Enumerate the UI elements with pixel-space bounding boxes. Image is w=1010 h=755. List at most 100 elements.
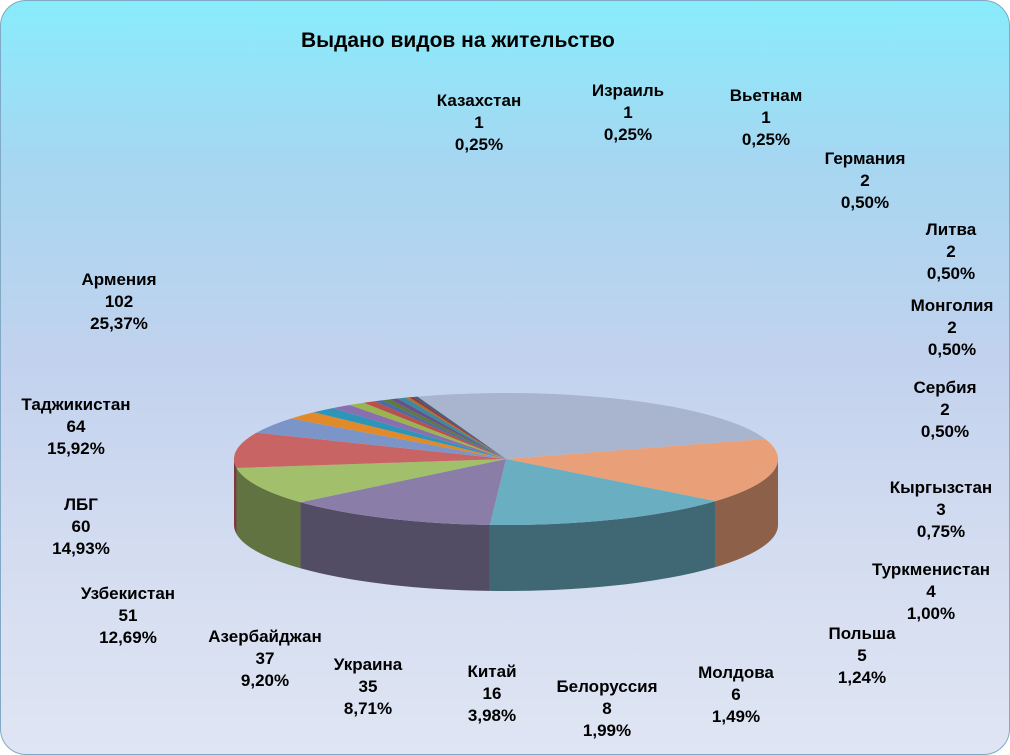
- slice-label-value: 2: [860, 171, 870, 190]
- slice-label: Польша 5 1,24%: [792, 623, 932, 689]
- slice-label-name: Молдова: [698, 663, 774, 682]
- slice-label-pct: 15,92%: [47, 439, 105, 458]
- slice-17: [409, 396, 506, 459]
- slice-label-value: 35: [358, 677, 378, 696]
- slice-label-value: 51: [118, 606, 138, 625]
- slice-label: Вьетнам 1 0,25%: [696, 85, 836, 151]
- slice-label-name: Туркменистан: [871, 560, 991, 579]
- slice-label-name: Белоруссия: [556, 677, 658, 696]
- slice-label-pct: 1,24%: [837, 668, 887, 687]
- slice-label-pct: 14,93%: [52, 539, 110, 558]
- slice-label-name: Сербия: [913, 378, 977, 397]
- slice-13: [382, 399, 506, 459]
- slice-label: Молдова 6 1,49%: [666, 662, 806, 728]
- slice-label: Сербия 2 0,50%: [875, 377, 1009, 443]
- slice-label: Туркменистан 4 1,00%: [861, 559, 1001, 625]
- slice-10: [349, 402, 506, 459]
- slice-label-name: Узбекистан: [80, 584, 176, 603]
- slice-14: [389, 398, 506, 459]
- slice-9: [332, 405, 506, 459]
- slice-label: Китай 16 3,98%: [422, 661, 562, 727]
- slice-label: Армения 102 25,37%: [49, 269, 189, 335]
- slice-label-value: 1: [761, 108, 771, 127]
- slice-label-name: Азербайджан: [208, 627, 322, 646]
- slice-side-1: [715, 459, 778, 568]
- slice-side-4: [236, 467, 301, 569]
- slice-label-pct: 0,75%: [916, 522, 966, 541]
- chart-title: Выдано видов на жительство: [301, 29, 615, 52]
- slice-label: Белоруссия 8 1,99%: [537, 676, 677, 742]
- slice-label: ЛБГ 60 14,93%: [11, 494, 151, 560]
- slice-label-value: 5: [857, 646, 867, 665]
- slice-label-value: 2: [940, 400, 950, 419]
- slice-label-pct: 1,99%: [582, 721, 632, 740]
- slice-label-name: Польша: [828, 624, 896, 643]
- slice-label-pct: 0,50%: [926, 264, 976, 283]
- slice-label-value: 8: [602, 699, 612, 718]
- slice-label-value: 60: [71, 517, 91, 536]
- slice-label: Узбекистан 51 12,69%: [58, 583, 198, 649]
- slice-2: [489, 459, 716, 525]
- slice-label-pct: 1,49%: [711, 707, 761, 726]
- slice-15: [397, 397, 506, 459]
- slice-label-name: Китай: [467, 662, 517, 681]
- slice-label-pct: 12,69%: [99, 628, 157, 647]
- slice-label: Азербайджан 37 9,20%: [195, 626, 335, 692]
- slice-7: [291, 412, 506, 459]
- slice-label-pct: 0,50%: [920, 422, 970, 441]
- slice-label-value: 2: [946, 242, 956, 261]
- slice-16: [405, 397, 506, 459]
- slice-label-value: 64: [66, 417, 86, 436]
- slice-label-name: Германия: [824, 149, 906, 168]
- slice-label-name: Казахстан: [436, 91, 522, 110]
- slice-label-pct: 0,50%: [840, 193, 890, 212]
- slice-label-name: Монголия: [910, 296, 994, 315]
- slice-label-pct: 25,37%: [90, 314, 148, 333]
- slice-label-name: Кыргызстан: [889, 478, 993, 497]
- slice-label-value: 4: [926, 582, 936, 601]
- slice-label-value: 1: [623, 103, 633, 122]
- slice-label-pct: 0,25%: [603, 125, 653, 144]
- slice-4: [236, 459, 506, 503]
- slice-label-value: 3: [936, 500, 946, 519]
- slice-11: [363, 401, 506, 459]
- slice-label-name: Вьетнам: [729, 86, 803, 105]
- slice-label-value: 6: [731, 685, 741, 704]
- slice-label-name: Таджикистан: [21, 395, 131, 414]
- slice-label-name: ЛБГ: [64, 495, 98, 514]
- slice-label: Казахстан 1 0,25%: [409, 90, 549, 156]
- slice-label-value: 102: [104, 292, 134, 311]
- slice-label: Таджикистан 64 15,92%: [6, 394, 146, 460]
- slice-side-3: [300, 502, 490, 591]
- slice-label-value: 1: [474, 113, 484, 132]
- slice-label-name: Израиль: [591, 81, 665, 100]
- slice-side-5: [234, 459, 237, 534]
- slice-label: Кыргызстан 3 0,75%: [871, 477, 1009, 543]
- slice-label-name: Украина: [333, 655, 403, 674]
- slice-label-pct: 0,50%: [927, 340, 977, 359]
- slice-label-value: 16: [482, 684, 502, 703]
- slice-label: Израиль 1 0,25%: [558, 80, 698, 146]
- slice-label-pct: 0,25%: [741, 130, 791, 149]
- slice-label: Монголия 2 0,50%: [882, 295, 1009, 361]
- slice-label: Украина 35 8,71%: [298, 654, 438, 720]
- slice-0: [417, 393, 766, 459]
- slice-label-pct: 9,20%: [240, 671, 290, 690]
- slice-6: [256, 418, 506, 459]
- slice-label-pct: 1,00%: [906, 604, 956, 623]
- slice-label: Литва 2 0,50%: [881, 219, 1009, 285]
- slice-5: [234, 432, 506, 468]
- slice-1: [506, 438, 778, 502]
- slice-label-pct: 3,98%: [467, 706, 517, 725]
- slice-8: [313, 408, 506, 459]
- slice-label-name: Армения: [81, 270, 157, 289]
- slice-label-value: 2: [947, 318, 957, 337]
- slice-3: [300, 459, 506, 525]
- slice-label: Германия 2 0,50%: [795, 148, 935, 214]
- slice-label-pct: 0,25%: [454, 135, 504, 154]
- slice-label-pct: 8,71%: [343, 699, 393, 718]
- slice-12: [374, 400, 506, 459]
- slice-side-2: [489, 501, 716, 591]
